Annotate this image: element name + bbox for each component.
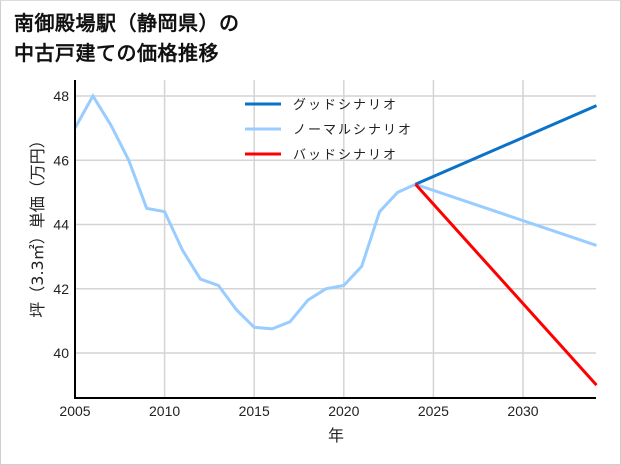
y-tick-label: 46 <box>53 152 69 168</box>
y-tick-label: 40 <box>53 345 69 361</box>
chart-title: 南御殿場駅（静岡県）の 中古戸建ての価格推移 <box>14 8 240 68</box>
legend-item: バッドシナリオ <box>245 148 398 163</box>
legend-label: バッドシナリオ <box>293 148 398 163</box>
x-tick-label: 2030 <box>507 403 538 419</box>
tick-labels: 2005 2010 2015 2020 2025 2030 40 42 44 46 48 <box>53 88 538 419</box>
axes <box>74 80 596 399</box>
y-axis-label: 坪（3.3㎡）単価（万円） <box>28 132 47 317</box>
chart-title-line2: 中古戸建ての価格推移 <box>14 41 219 65</box>
y-tick-label: 42 <box>53 281 69 297</box>
gridlines <box>75 80 596 398</box>
x-axis-label: 年 <box>328 426 344 445</box>
series-line <box>414 183 598 387</box>
x-tick-label: 2015 <box>239 403 270 419</box>
legend-item: ノーマルシナリオ <box>245 123 413 138</box>
series-line <box>73 93 597 331</box>
series-line <box>414 104 598 186</box>
series-lines <box>73 93 598 387</box>
legend-label: ノーマルシナリオ <box>293 123 413 138</box>
x-tick-label: 2025 <box>418 403 449 419</box>
legend-item: グッドシナリオ <box>245 98 398 113</box>
chart-title-line1: 南御殿場駅（静岡県）の <box>14 11 240 35</box>
y-tick-label: 44 <box>53 217 69 233</box>
legend-label: グッドシナリオ <box>293 98 398 113</box>
x-tick-label: 2020 <box>328 403 359 419</box>
y-tick-label: 48 <box>53 88 69 104</box>
x-tick-label: 2005 <box>59 403 90 419</box>
x-tick-label: 2010 <box>149 403 180 419</box>
